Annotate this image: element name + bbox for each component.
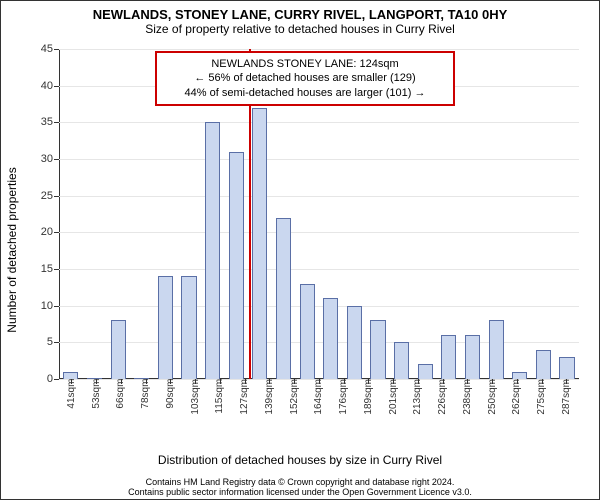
annotation-line-2: ← 56% of detached houses are smaller (12… bbox=[165, 71, 445, 85]
x-tick: 213sqm bbox=[406, 379, 431, 419]
x-tick-label: 287sqm bbox=[561, 379, 572, 419]
x-tick: 139sqm bbox=[257, 379, 282, 419]
footer-line-2: Contains public sector information licen… bbox=[1, 487, 599, 497]
x-tick-label: 90sqm bbox=[165, 379, 176, 419]
x-tick-label: 139sqm bbox=[264, 379, 275, 419]
x-tick-label: 189sqm bbox=[363, 379, 374, 419]
x-tick-label: 103sqm bbox=[190, 379, 201, 419]
y-tick-label: 35 bbox=[25, 116, 59, 128]
bar bbox=[276, 218, 291, 379]
bar bbox=[63, 372, 78, 379]
x-tick: 201sqm bbox=[381, 379, 406, 419]
y-tick-label: 0 bbox=[25, 373, 59, 385]
bar bbox=[323, 298, 338, 379]
x-tick: 238sqm bbox=[455, 379, 480, 419]
x-tick-label: 226sqm bbox=[437, 379, 448, 419]
x-tick-label: 78sqm bbox=[140, 379, 151, 419]
annotation-box: NEWLANDS STONEY LANE: 124sqm← 56% of det… bbox=[155, 51, 455, 106]
x-tick-label: 238sqm bbox=[462, 379, 473, 419]
y-axis-title: Number of detached properties bbox=[5, 167, 19, 332]
x-tick-label: 53sqm bbox=[91, 379, 102, 419]
bar bbox=[300, 284, 315, 379]
chart-container: NEWLANDS, STONEY LANE, CURRY RIVEL, LANG… bbox=[0, 0, 600, 500]
chart-title-sub: Size of property relative to detached ho… bbox=[1, 22, 599, 38]
x-tick: 127sqm bbox=[232, 379, 257, 419]
x-tick-label: 275sqm bbox=[536, 379, 547, 419]
bar bbox=[181, 276, 196, 379]
bar bbox=[229, 152, 244, 379]
bar bbox=[418, 364, 433, 379]
x-axis-title: Distribution of detached houses by size … bbox=[1, 453, 599, 467]
chart-title-main: NEWLANDS, STONEY LANE, CURRY RIVEL, LANG… bbox=[1, 1, 599, 22]
x-tick: 66sqm bbox=[109, 379, 134, 419]
bar bbox=[252, 108, 267, 379]
plot-area: 05101520253035404541sqm53sqm66sqm78sqm90… bbox=[59, 49, 579, 379]
x-tick: 164sqm bbox=[307, 379, 332, 419]
x-tick: 262sqm bbox=[505, 379, 530, 419]
bar bbox=[205, 122, 220, 379]
x-tick: 53sqm bbox=[84, 379, 109, 419]
bar bbox=[158, 276, 173, 379]
x-tick-label: 250sqm bbox=[487, 379, 498, 419]
y-tick-label: 20 bbox=[25, 226, 59, 238]
x-tick-label: 262sqm bbox=[511, 379, 522, 419]
x-axis: 41sqm 53sqm 66sqm 78sqm 90sqm 103sqm 115sqm 127… bbox=[59, 379, 579, 419]
x-tick: 41sqm bbox=[59, 379, 84, 419]
bar bbox=[347, 306, 362, 379]
y-tick-label: 40 bbox=[25, 80, 59, 92]
x-tick-label: 41sqm bbox=[66, 379, 77, 419]
x-tick: 103sqm bbox=[183, 379, 208, 419]
chart-footer: Contains HM Land Registry data © Crown c… bbox=[1, 477, 599, 497]
y-tick-label: 15 bbox=[25, 263, 59, 275]
x-tick: 287sqm bbox=[554, 379, 579, 419]
x-tick: 189sqm bbox=[356, 379, 381, 419]
x-tick: 78sqm bbox=[133, 379, 158, 419]
x-tick: 152sqm bbox=[282, 379, 307, 419]
x-tick-label: 115sqm bbox=[214, 379, 225, 419]
x-tick-label: 152sqm bbox=[289, 379, 300, 419]
x-tick: 176sqm bbox=[331, 379, 356, 419]
x-tick-label: 127sqm bbox=[239, 379, 250, 419]
x-tick: 90sqm bbox=[158, 379, 183, 419]
x-tick-label: 176sqm bbox=[338, 379, 349, 419]
x-tick-label: 213sqm bbox=[412, 379, 423, 419]
bar bbox=[394, 342, 409, 379]
bar bbox=[559, 357, 574, 379]
x-tick-label: 66sqm bbox=[115, 379, 126, 419]
annotation-line-3: 44% of semi-detached houses are larger (… bbox=[165, 86, 445, 100]
y-tick-label: 5 bbox=[25, 336, 59, 348]
annotation-line-1: NEWLANDS STONEY LANE: 124sqm bbox=[165, 57, 445, 71]
bar bbox=[536, 350, 551, 379]
bar bbox=[465, 335, 480, 379]
x-tick: 250sqm bbox=[480, 379, 505, 419]
bar bbox=[370, 320, 385, 379]
bar bbox=[512, 372, 527, 379]
x-tick: 115sqm bbox=[208, 379, 233, 419]
bar bbox=[489, 320, 504, 379]
x-tick-label: 201sqm bbox=[388, 379, 399, 419]
footer-line-1: Contains HM Land Registry data © Crown c… bbox=[1, 477, 599, 487]
y-tick-label: 45 bbox=[25, 43, 59, 55]
y-tick-label: 25 bbox=[25, 190, 59, 202]
x-tick: 275sqm bbox=[529, 379, 554, 419]
y-tick-label: 30 bbox=[25, 153, 59, 165]
x-tick-label: 164sqm bbox=[313, 379, 324, 419]
y-tick-label: 10 bbox=[25, 300, 59, 312]
x-tick: 226sqm bbox=[430, 379, 455, 419]
bar bbox=[441, 335, 456, 379]
bar bbox=[111, 320, 126, 379]
